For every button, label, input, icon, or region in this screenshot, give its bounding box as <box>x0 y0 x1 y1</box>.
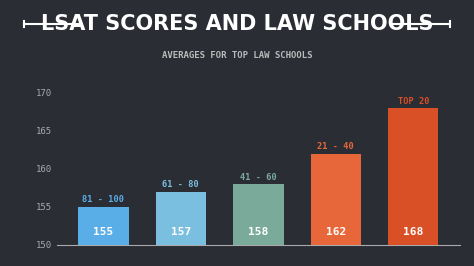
Text: 162: 162 <box>326 227 346 237</box>
Bar <box>78 207 128 245</box>
Text: 168: 168 <box>403 227 423 237</box>
Text: 21 - 40: 21 - 40 <box>318 142 354 151</box>
Text: 157: 157 <box>171 227 191 237</box>
Text: 61 - 80: 61 - 80 <box>163 180 199 189</box>
Text: TOP 20: TOP 20 <box>398 97 429 106</box>
Text: 155: 155 <box>93 227 113 237</box>
Bar <box>388 108 438 245</box>
Text: LSAT SCORES AND LAW SCHOOLS: LSAT SCORES AND LAW SCHOOLS <box>41 14 433 34</box>
Text: 41 - 60: 41 - 60 <box>240 173 277 182</box>
Text: 158: 158 <box>248 227 268 237</box>
Bar <box>155 192 206 245</box>
Text: AVERAGES FOR TOP LAW SCHOOLS: AVERAGES FOR TOP LAW SCHOOLS <box>162 51 312 60</box>
Bar <box>310 153 361 245</box>
Bar <box>233 184 283 245</box>
Text: 81 - 100: 81 - 100 <box>82 196 124 205</box>
